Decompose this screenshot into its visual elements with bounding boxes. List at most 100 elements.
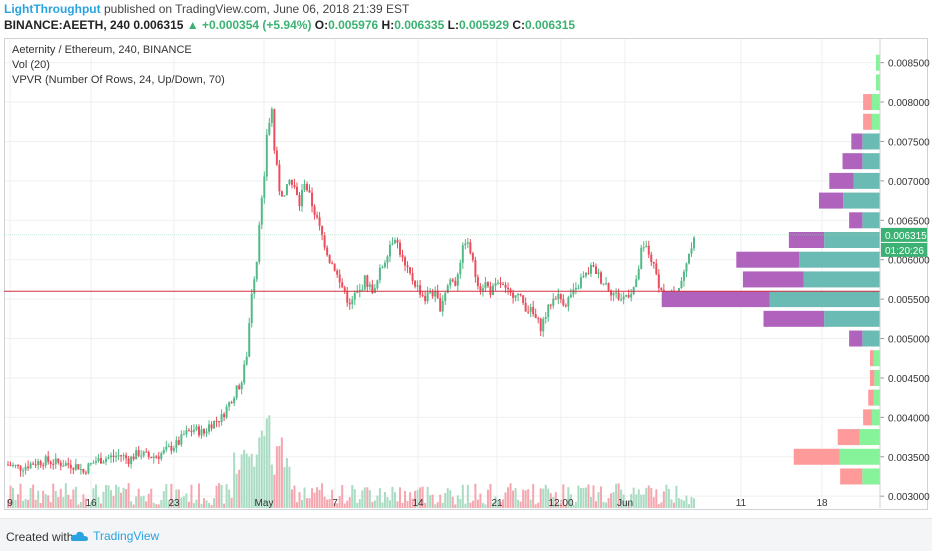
candle-body (238, 385, 241, 390)
volume-bar (464, 503, 467, 508)
candle-body (270, 109, 273, 123)
candle-body (627, 295, 630, 298)
candle-body (557, 294, 560, 300)
candle-body (57, 458, 60, 463)
candle-body (17, 465, 20, 467)
candle-body (318, 217, 321, 226)
candle-body (657, 274, 660, 288)
volume-bar (308, 498, 311, 508)
y-tick-label: 0.003000 (888, 492, 930, 503)
volume-bar (125, 489, 128, 508)
candle-body (182, 434, 185, 436)
candle-body (386, 256, 389, 263)
volume-bar (14, 499, 17, 508)
volume-bar (79, 501, 82, 508)
candle-body (268, 122, 271, 135)
volume-bar (693, 498, 695, 508)
volume-bar (255, 454, 258, 508)
candle-body (414, 280, 417, 287)
volume-bar (298, 492, 301, 508)
candle-body (125, 455, 128, 459)
candle-body (409, 267, 412, 274)
candle-body (12, 465, 15, 467)
volume-bar (564, 504, 567, 508)
volume-bar (622, 494, 625, 508)
legend-vpvr: VPVR (Number Of Rows, 24, Up/Down, 70) (12, 74, 225, 86)
volume-bar (356, 502, 359, 508)
candle-body (615, 292, 618, 294)
open-value: 0.005976 (328, 18, 379, 32)
x-tick-label: 23 (168, 498, 180, 509)
volume-bar (316, 487, 319, 508)
volume-bar (210, 504, 213, 508)
volume-bar (637, 489, 640, 508)
volume-bar (175, 489, 178, 508)
volume-bar (34, 499, 37, 508)
volume-bar (57, 497, 60, 508)
volume-bar (132, 504, 135, 508)
candle-body (647, 245, 650, 255)
volume-bar (127, 483, 130, 508)
volume-bar (665, 484, 668, 508)
candle-body (346, 290, 349, 303)
volume-bar (436, 502, 439, 508)
volume-bar (431, 494, 434, 508)
candle-body (233, 397, 236, 404)
volume-bar (589, 496, 592, 508)
candle-body (99, 458, 102, 464)
volume-bar (451, 496, 454, 508)
candle-body (260, 197, 263, 225)
candle-body (491, 285, 494, 295)
volume-bar (675, 485, 678, 508)
vpvr-up-bar (875, 74, 880, 91)
volume-bar (82, 494, 85, 508)
volume-bar (690, 496, 693, 508)
candle-body (431, 291, 434, 297)
x-tick-label: 14 (412, 498, 424, 509)
candle-body (625, 295, 628, 297)
volume-bar (682, 500, 685, 508)
volume-bar (439, 494, 442, 508)
candle-body (112, 455, 115, 458)
volume-bar (471, 500, 474, 508)
volume-bar (59, 488, 62, 508)
volume-bar (333, 502, 336, 508)
candle-body (37, 461, 40, 466)
candle-body (502, 284, 505, 286)
volume-bar (323, 496, 326, 508)
candle-body (401, 254, 404, 258)
candle-body (567, 297, 570, 307)
candle-body (451, 279, 454, 281)
tradingview-logo[interactable]: TradingView (70, 529, 159, 543)
candle-body (552, 298, 555, 306)
candle-body (22, 470, 25, 472)
candle-body (424, 295, 427, 302)
volume-bar (597, 492, 600, 508)
candle-body (356, 291, 359, 294)
vpvr-up-bar (862, 212, 880, 229)
candle-body (368, 284, 371, 287)
volume-bar (328, 498, 331, 508)
volume-bar (657, 504, 660, 508)
volume-bar (275, 446, 278, 508)
vpvr-down-bar (869, 369, 875, 386)
author-link[interactable]: LightThroughput (4, 2, 101, 16)
last-price-tag (881, 227, 927, 242)
volume-bar (549, 493, 552, 508)
vpvr-up-bar (862, 133, 880, 150)
volume-bar (228, 489, 231, 508)
volume-bar (607, 498, 610, 508)
candle-body (620, 299, 623, 301)
candle-body (258, 224, 261, 262)
candle-body (680, 280, 683, 289)
volume-bar (479, 493, 482, 508)
candle-body (562, 299, 565, 306)
publish-line: LightThroughput published on TradingView… (4, 2, 409, 16)
volume-bar (303, 487, 306, 508)
volume-bar (667, 488, 670, 508)
close-value: 0.006315 (525, 18, 576, 32)
candle-body (539, 318, 542, 332)
candle-body (177, 440, 180, 445)
candle-body (213, 420, 216, 429)
